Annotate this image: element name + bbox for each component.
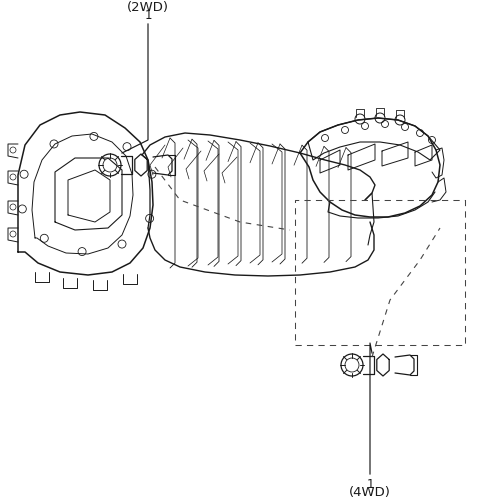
- Text: 1: 1: [144, 9, 152, 22]
- Text: 1: 1: [366, 478, 374, 491]
- Text: (2WD): (2WD): [127, 1, 169, 14]
- Text: (4WD): (4WD): [349, 486, 391, 499]
